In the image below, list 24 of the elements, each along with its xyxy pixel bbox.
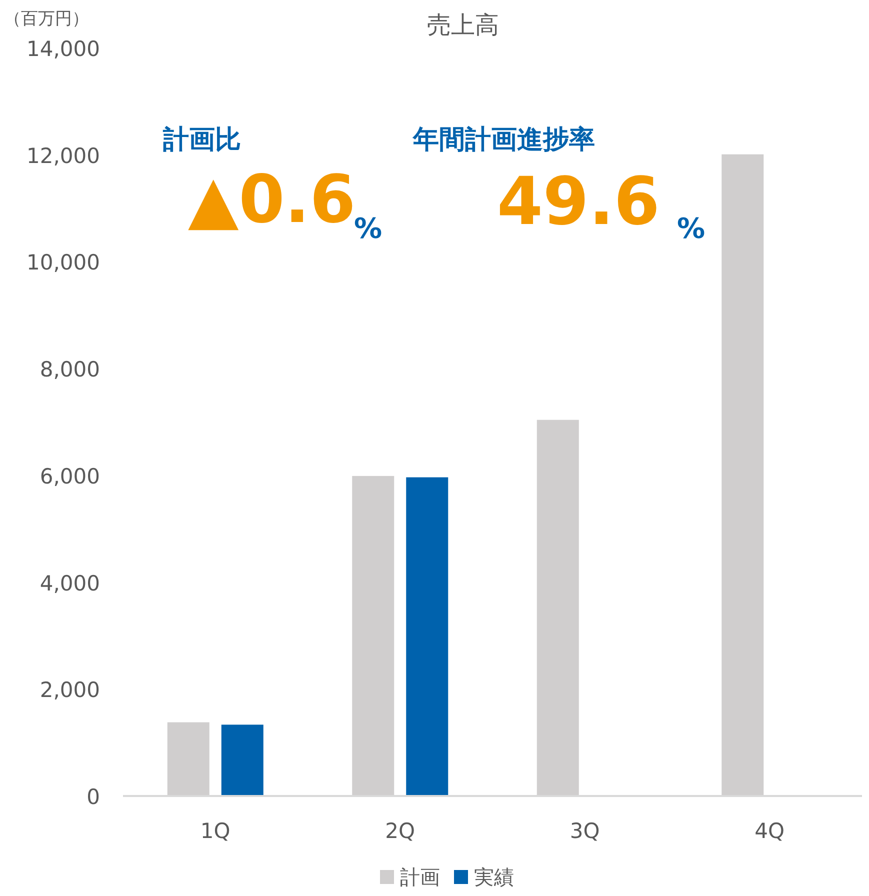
y-axis-title: （百万円） — [4, 9, 89, 29]
y-tick-label: 10,000 — [26, 250, 100, 275]
x-tick-label: 3Q — [570, 819, 600, 843]
annotation: % — [354, 212, 382, 245]
y-tick-label: 6,000 — [40, 464, 100, 488]
annotation: 49.6 — [497, 163, 660, 240]
x-tick-label: 1Q — [200, 819, 230, 843]
x-tick-label: 2Q — [385, 819, 416, 843]
x-tick-label: 4Q — [754, 819, 785, 843]
legend-label: 実績 — [474, 865, 514, 889]
y-tick-label: 14,000 — [26, 37, 100, 61]
y-tick-label: 2,000 — [40, 678, 100, 702]
bar — [406, 477, 448, 796]
y-tick-label: 8,000 — [40, 358, 100, 382]
bar — [221, 724, 264, 796]
chart-title: 売上高 — [427, 11, 499, 39]
y-tick-label: 0 — [86, 785, 100, 809]
y-tick-label: 12,000 — [26, 144, 100, 168]
legend-label: 計画 — [400, 865, 440, 889]
annotation: % — [677, 212, 706, 245]
annotation: ▲0.6 — [188, 161, 356, 238]
y-tick-label: 4,000 — [40, 571, 100, 596]
annotation: 計画比 — [162, 125, 241, 155]
annotation: 年間計画進捗率 — [412, 125, 595, 155]
